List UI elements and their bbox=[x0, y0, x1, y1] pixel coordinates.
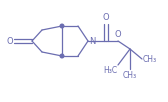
Circle shape bbox=[60, 54, 64, 58]
Circle shape bbox=[60, 24, 64, 28]
Text: H₃C: H₃C bbox=[103, 66, 117, 75]
Text: CH₃: CH₃ bbox=[123, 71, 137, 80]
Text: O: O bbox=[103, 13, 109, 22]
Text: CH₃: CH₃ bbox=[143, 54, 157, 64]
Text: O: O bbox=[115, 30, 121, 39]
Text: N: N bbox=[89, 37, 95, 45]
Text: O: O bbox=[6, 37, 13, 45]
